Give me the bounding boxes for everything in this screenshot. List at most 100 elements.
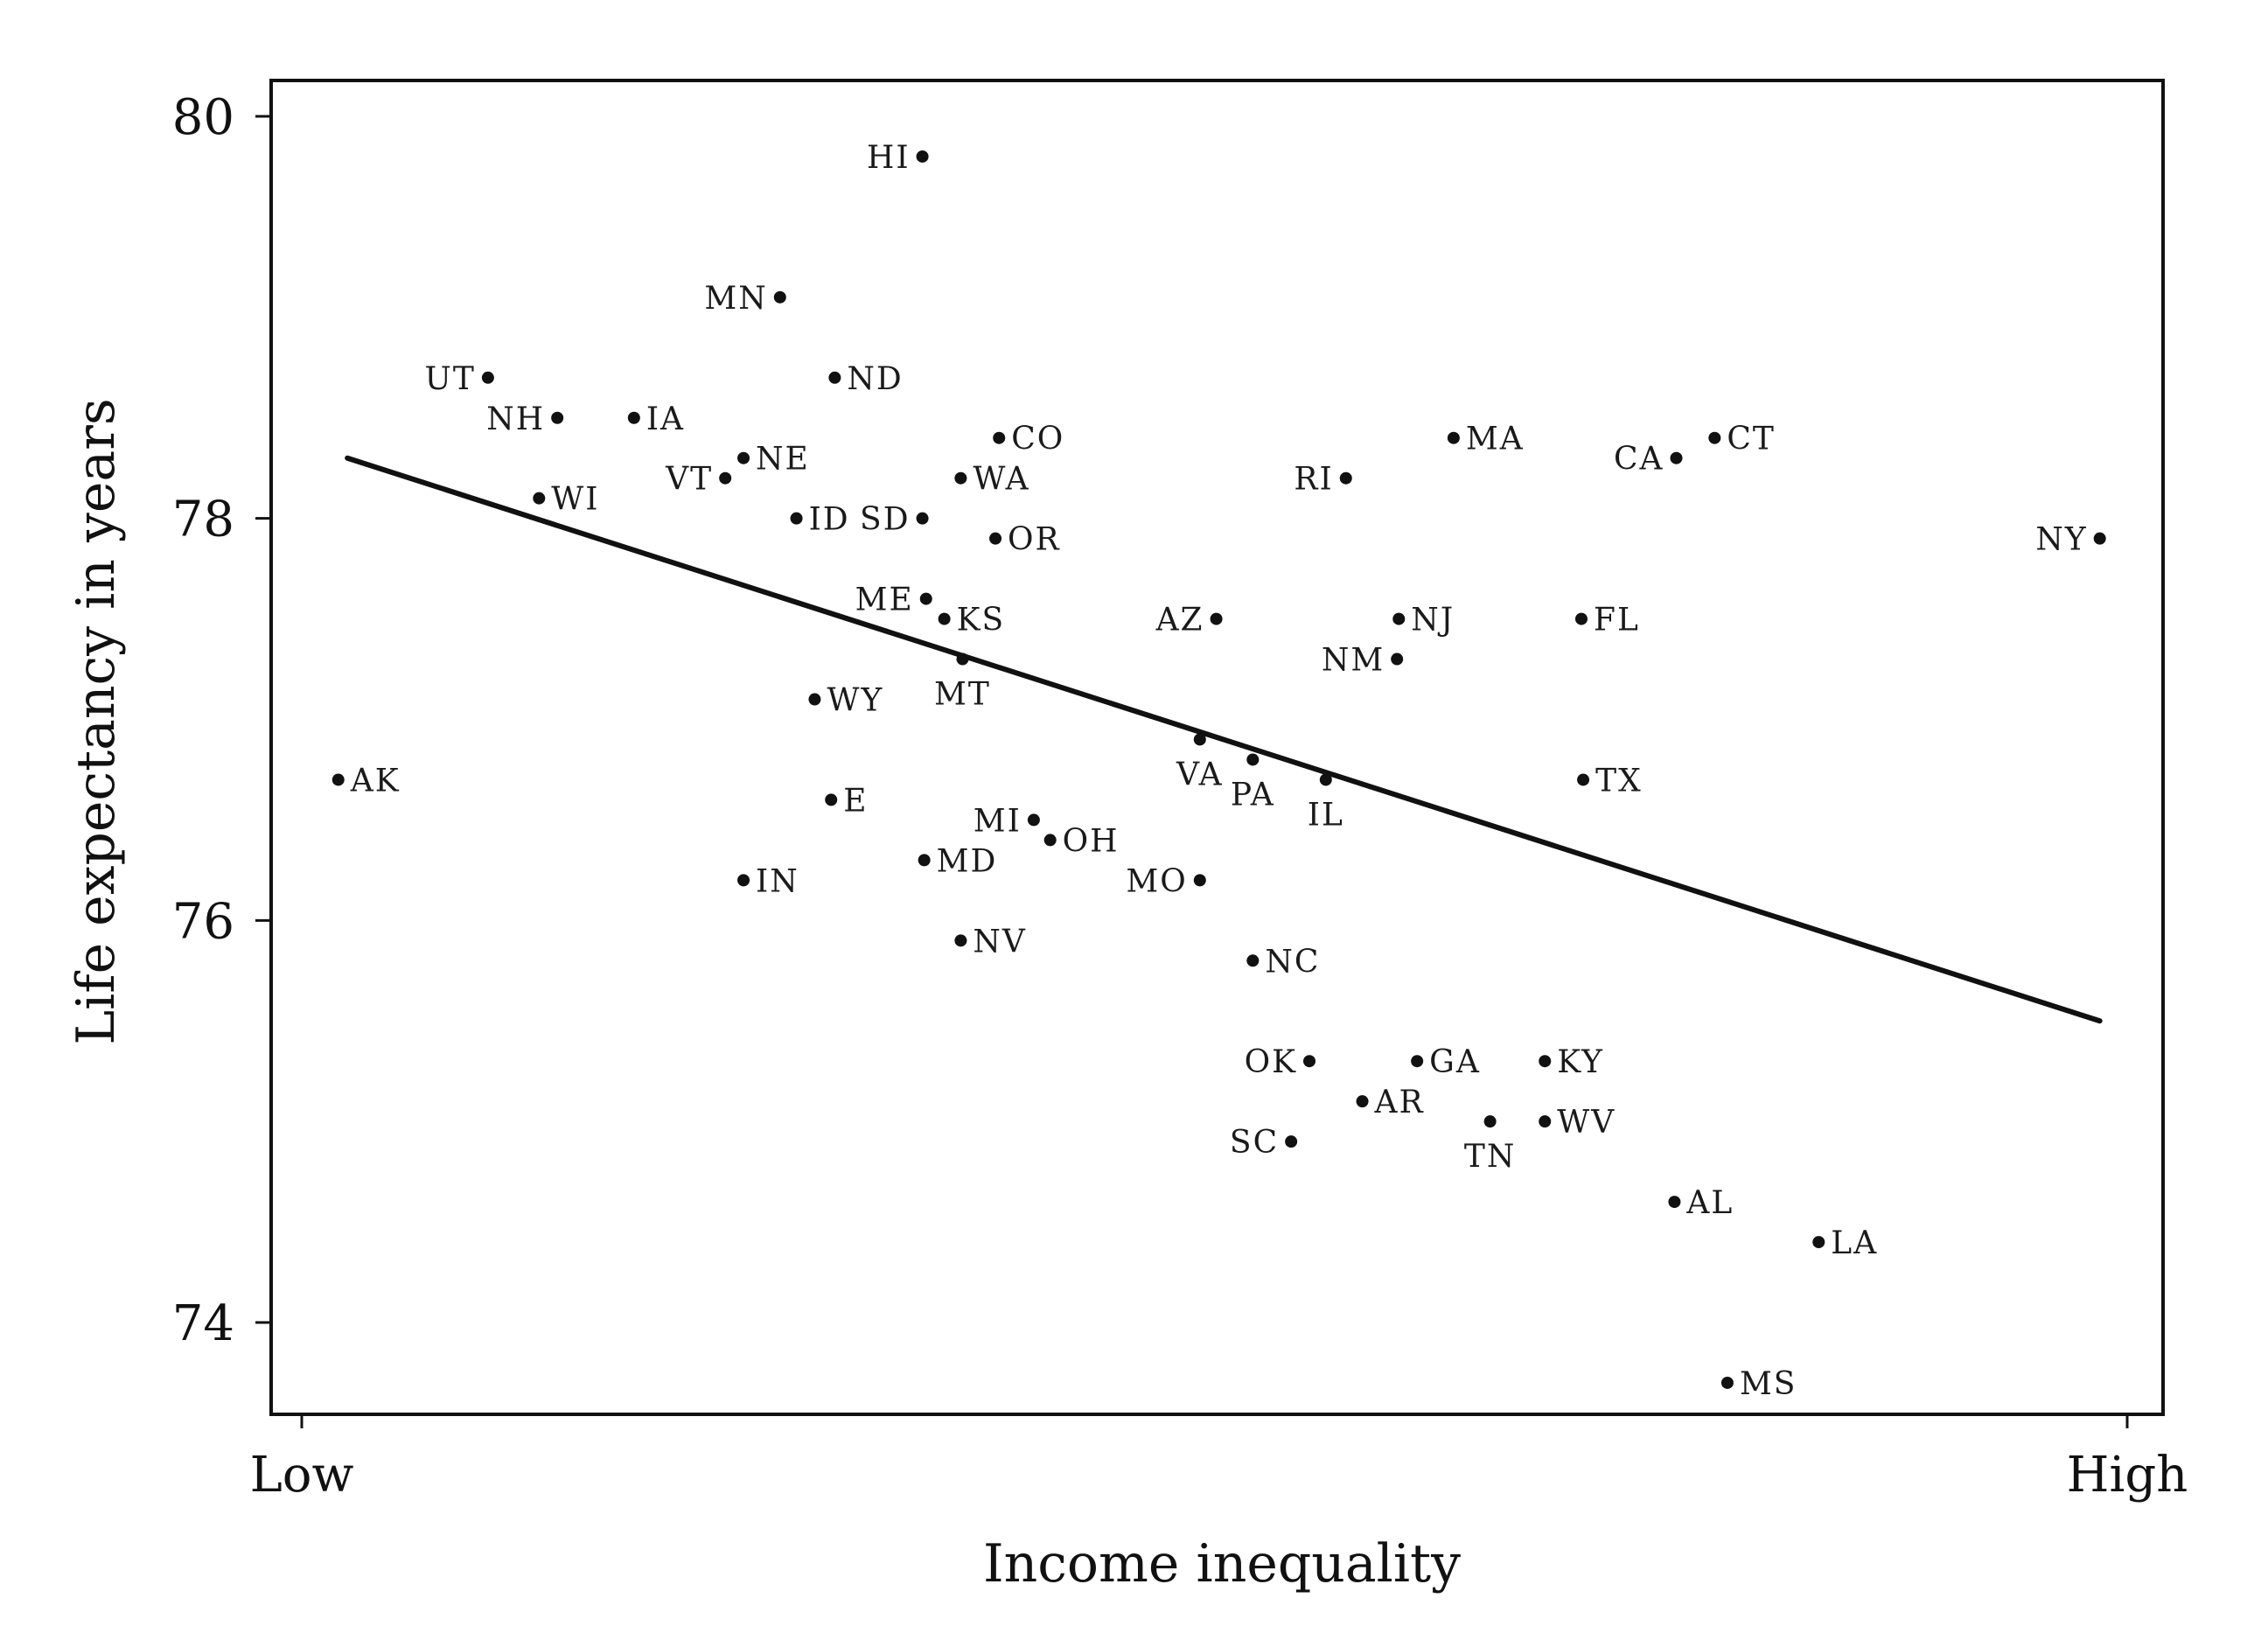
point-label: KS [957,603,1006,639]
point-label: ND [847,361,903,397]
data-point-ky: KY [1539,1044,1602,1080]
data-point-me: ME [855,583,932,618]
point-marker [1720,1376,1734,1389]
point-marker [1483,1115,1497,1128]
data-point-nc: NC [1246,944,1318,980]
data-point-ok: OK [1245,1044,1316,1080]
data-point-ut: UT [425,361,494,397]
data-point-nh: NH [486,401,564,437]
point-marker [1246,753,1260,766]
data-point-vt: VT [665,462,732,498]
data-point-wi: WI [533,482,598,518]
data-point-oh: OH [1043,823,1120,859]
point-label: IL [1308,797,1344,833]
point-label: MA [1466,422,1525,457]
x-axis: Low High [250,1414,2188,1504]
point-label: IN [756,863,799,899]
point-marker [1391,652,1404,666]
data-point-sd: SD [860,502,929,538]
data-point-mt: MT [934,652,991,713]
point-label: OR [1008,522,1061,558]
point-label: NE [756,442,810,478]
y-axis-title: Life expectancy in years [66,398,127,1044]
data-point-nv: NV [954,924,1027,960]
data-points: HI MN UT ND NH IA CO MA CT CA NE VT WA RI WI ID SD NY OR ME… [331,140,2106,1402]
point-label: TN [1464,1139,1517,1175]
point-marker [331,773,345,786]
data-point-ms: MS [1720,1366,1797,1402]
data-point-ma: MA [1447,422,1525,457]
point-marker [808,693,821,706]
data-point-ia: IA [627,401,683,437]
point-marker [1574,612,1588,625]
data-point-ga: GA [1411,1044,1479,1080]
point-label: OH [1063,823,1120,859]
y-tick-label: 80 [172,89,234,146]
point-marker [1411,1055,1424,1068]
point-label: NV [973,924,1027,960]
point-marker [993,431,1006,444]
point-marker [1539,1055,1552,1068]
point-marker [533,492,546,505]
point-marker [828,371,841,384]
point-marker [481,371,494,384]
point-marker [1043,834,1057,847]
data-point-va: VA [1176,733,1222,792]
y-tick-label: 78 [172,492,234,548]
y-axis: 74 76 78 80 [172,89,271,1352]
data-point-sc: SC [1230,1125,1298,1161]
data-point-la: LA [1812,1225,1876,1261]
point-label: NH [486,401,545,437]
point-label: NJ [1411,603,1455,639]
point-label: MN [704,281,767,317]
point-marker [737,874,750,887]
data-point-nd: ND [828,361,903,397]
data-point-or: OR [989,522,1061,558]
data-point-in: IN [737,863,799,899]
point-label: VT [665,462,713,498]
plot-frame [269,79,2165,1416]
data-point-co: CO [993,422,1063,457]
point-label: WA [973,462,1029,498]
point-marker [1708,431,1721,444]
data-point-ny: NY [2035,522,2106,558]
point-marker [956,652,969,666]
point-label: ME [855,583,914,618]
point-label: ID [809,502,850,538]
data-point-ri: RI [1294,462,1352,498]
data-point-mi: MI [973,803,1040,839]
point-label: CA [1614,442,1664,478]
point-marker [1356,1095,1369,1108]
data-point-ca: CA [1614,442,1683,478]
point-marker [1319,773,1332,786]
data-point-nm: NM [1322,643,1404,679]
point-marker [1339,471,1352,485]
point-label: SC [1230,1125,1279,1161]
point-marker [1447,431,1460,444]
point-marker [919,592,932,605]
point-label: RI [1294,462,1333,498]
data-point-wy: WY [808,683,882,719]
point-marker [1392,612,1406,625]
point-marker [1303,1055,1316,1068]
point-marker [918,854,931,867]
point-marker [719,471,732,485]
data-point-ct: CT [1708,422,1774,457]
point-marker [1577,773,1590,786]
point-label: SD [860,502,911,538]
point-marker [1193,733,1206,746]
point-label: TX [1595,763,1643,799]
point-label: AR [1374,1085,1425,1120]
trend-line-group [345,455,2103,1024]
data-point-fl: FL [1574,603,1638,639]
data-point-ar: AR [1356,1085,1425,1120]
data-point-md: MD [918,843,995,879]
point-label: MS [1740,1366,1797,1402]
point-label: WV [1557,1105,1616,1141]
point-label: PA [1231,777,1275,813]
point-marker [1193,874,1206,887]
point-label: MT [934,677,991,713]
point-label: NY [2035,522,2087,558]
point-marker [1812,1236,1825,1249]
